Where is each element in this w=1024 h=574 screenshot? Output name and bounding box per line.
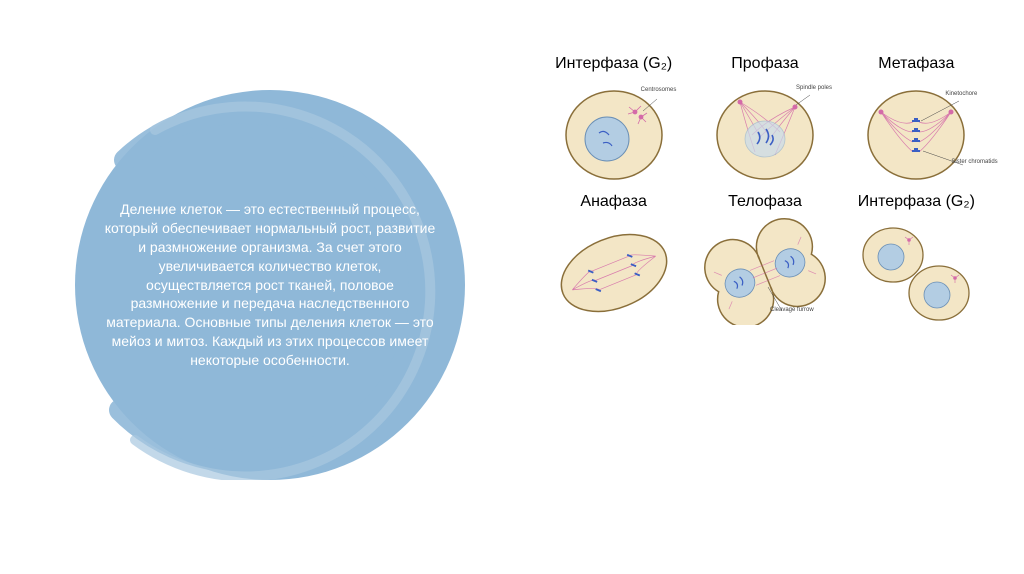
bubble-text: Деление клеток — это естественный процес…: [104, 200, 436, 370]
cell-metaphase: Kinetochore Sister chromatids: [851, 77, 981, 187]
diagram-row-1: Интерфаза (G₂) Centrosomes Профаз: [545, 55, 985, 187]
mitosis-diagram: Интерфаза (G₂) Centrosomes Профаз: [545, 55, 985, 331]
cell-interphase-end: [851, 215, 981, 325]
phase-interphase-g2: Интерфаза (G₂) Centrosomes: [545, 55, 682, 187]
cell-anaphase: [549, 215, 679, 325]
phase-interphase-g2-end: Интерфаза (G₂): [848, 193, 985, 325]
info-bubble: Деление клеток — это естественный процес…: [75, 90, 465, 480]
phase-label: Метафаза: [878, 55, 954, 73]
micro-label: Spindle poles: [796, 85, 832, 91]
phase-prophase: Профаза Spindle poles: [696, 55, 833, 187]
phase-label: Интерфаза (G₂): [555, 55, 672, 73]
phase-metaphase: Метафаза Kinetochore: [848, 55, 985, 187]
micro-label: Sister chromatids: [951, 159, 997, 165]
micro-label: Kinetochore: [945, 91, 977, 97]
cell-prophase: Spindle poles: [700, 77, 830, 187]
phase-telophase: Телофаза: [696, 193, 833, 325]
phase-label: Телофаза: [728, 193, 802, 211]
diagram-row-2: Анафаза Телофаза: [545, 193, 985, 325]
micro-label: Centrosomes: [641, 87, 677, 93]
phase-label: Интерфаза (G₂): [858, 193, 975, 211]
cell-interphase: Centrosomes: [549, 77, 679, 187]
phase-anaphase: Анафаза: [545, 193, 682, 325]
micro-label: Cleavage furrow: [770, 307, 814, 313]
cell-telophase: Cleavage furrow: [700, 215, 830, 325]
phase-label: Анафаза: [580, 193, 647, 211]
phase-label: Профаза: [731, 55, 798, 73]
